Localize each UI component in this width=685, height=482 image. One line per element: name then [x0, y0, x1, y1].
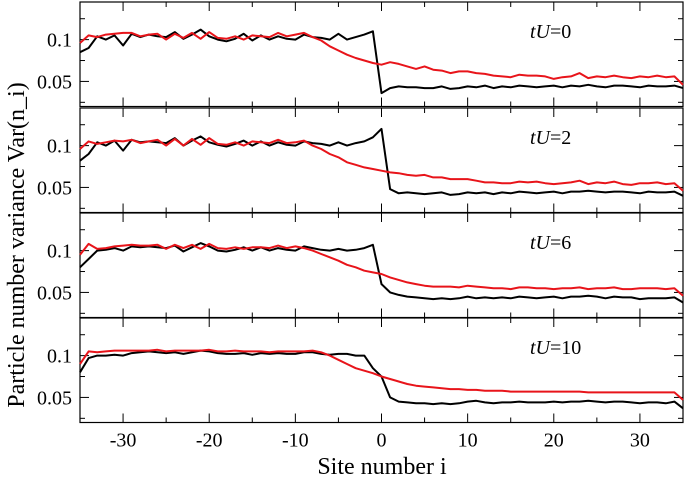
series-line-red [79, 31, 684, 86]
panel-frame [79, 212, 684, 319]
plot-area: 0.05 0.1 tU=0 0.05 0.1 tU=2 0.05 0.1 tU=6 0.05 0.1… [37, 1, 684, 452]
y-tick-label: 0.05 [37, 71, 72, 93]
y-tick-label: 0.1 [47, 241, 72, 263]
x-tick-label: -30 [110, 430, 137, 452]
y-axis-title: Particle number variance Var(n_i) [4, 82, 30, 407]
panel-label: tU=2 [530, 127, 571, 149]
y-tick-label: 0.1 [47, 346, 72, 368]
panel-label: tU=6 [530, 232, 571, 254]
y-tick-label: 0.05 [37, 177, 72, 199]
series-line-black [79, 28, 684, 95]
y-tick-label: 0.05 [37, 282, 72, 304]
series-line-black [79, 242, 684, 304]
x-tick-label: 10 [458, 430, 478, 452]
x-axis-title: Site number i [317, 454, 447, 480]
series-line-red [79, 242, 684, 297]
y-tick-label: 0.1 [47, 30, 72, 52]
y-tick-label: 0.1 [47, 136, 72, 158]
x-tick-label: -20 [196, 430, 223, 452]
panel-label: tU=0 [530, 21, 571, 43]
series-line-red [79, 137, 684, 192]
x-tick-label: -10 [282, 430, 309, 452]
panel-3: 0.05 0.1 tU=6 [37, 212, 684, 319]
x-tick-label: 30 [630, 430, 650, 452]
series-line-black [79, 127, 684, 197]
series-line-black [79, 349, 684, 410]
series-line-red [79, 348, 684, 401]
x-tick-label: 0 [377, 430, 387, 452]
panel-label: tU=10 [530, 337, 581, 359]
y-tick-label: 0.05 [37, 387, 72, 409]
panel-4: 0.05 0.1 tU=10 [37, 317, 684, 424]
panel-1: 0.05 0.1 tU=0 [37, 1, 684, 108]
panel-2: 0.05 0.1 tU=2 [37, 107, 684, 214]
panel-frame [79, 107, 684, 214]
x-tick-label: 20 [544, 430, 564, 452]
panel-frame [79, 317, 684, 424]
